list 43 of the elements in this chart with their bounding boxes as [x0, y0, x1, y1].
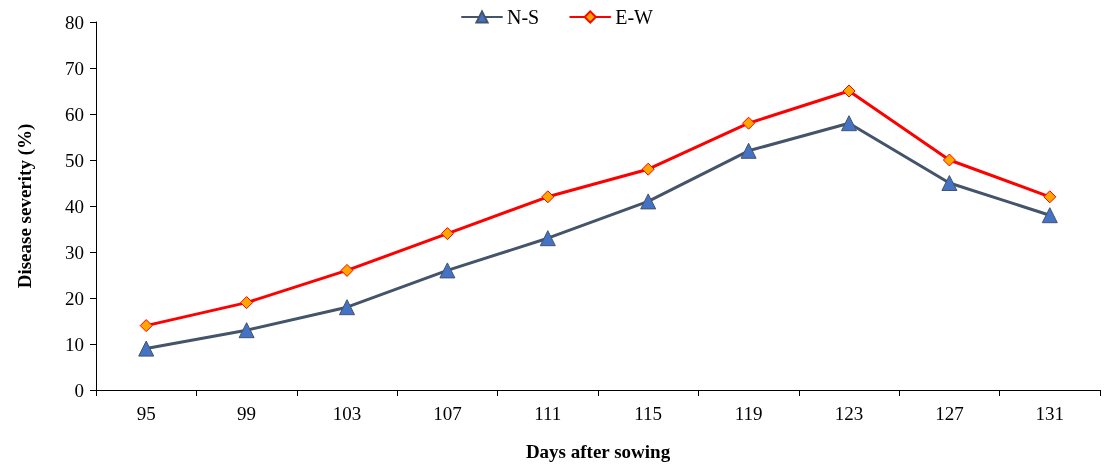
y-tick-label: 50: [65, 149, 84, 171]
y-tick-label: 10: [65, 333, 84, 355]
x-tick-label: 107: [433, 403, 462, 424]
point: [340, 263, 354, 277]
y-tick-label: 80: [65, 11, 84, 33]
point: [240, 296, 254, 310]
y-tick-label: 30: [65, 241, 84, 263]
point: [641, 162, 655, 176]
x-tick-label: 119: [734, 403, 763, 424]
point: [539, 230, 556, 247]
x-tick-label: 99: [237, 403, 257, 424]
x-tick-label: 95: [136, 403, 156, 424]
legend-label: E-W: [615, 6, 654, 28]
x-tick-label: 115: [634, 403, 663, 424]
point: [842, 84, 856, 98]
x-tick-label: 127: [935, 403, 964, 424]
point: [742, 116, 756, 130]
point: [640, 193, 657, 210]
point: [440, 227, 454, 241]
point: [238, 322, 255, 339]
x-tick-label: 103: [332, 403, 362, 424]
point: [541, 190, 555, 204]
y-tick-label: 20: [65, 287, 84, 309]
point: [740, 142, 757, 159]
point: [1043, 190, 1057, 204]
x-axis-title: Days after sowing: [525, 441, 671, 462]
point: [138, 340, 155, 357]
point: [942, 153, 956, 167]
y-axis-title: Disease severity (%): [14, 123, 36, 289]
point: [841, 115, 857, 132]
x-tick-label: 131: [1035, 403, 1065, 424]
y-tick-label: 40: [65, 195, 84, 217]
point: [1041, 207, 1058, 224]
y-tick-label: 0: [74, 379, 84, 401]
y-tick-label: 60: [65, 103, 84, 125]
point: [439, 262, 456, 279]
legend-label: N-S: [507, 6, 540, 28]
x-tick-label: 123: [834, 403, 864, 424]
point: [139, 319, 153, 333]
point: [339, 299, 355, 316]
point: [941, 175, 958, 191]
x-tick-label: 111: [534, 403, 562, 424]
y-tick-label: 70: [65, 57, 84, 79]
